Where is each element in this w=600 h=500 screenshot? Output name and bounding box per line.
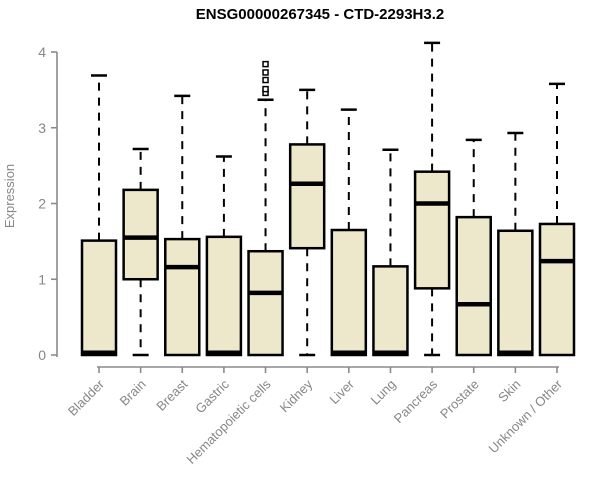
boxplot-gastric bbox=[205, 155, 243, 357]
boxplot-skin bbox=[497, 131, 534, 357]
box-iqr bbox=[497, 229, 534, 357]
y-tick-label: 2 bbox=[38, 196, 46, 212]
x-category-label: Gastric bbox=[192, 376, 232, 416]
boxplot-unknown-other bbox=[538, 82, 576, 357]
boxplot-kidney bbox=[288, 88, 326, 357]
boxplot-prostate bbox=[455, 138, 492, 357]
box-iqr bbox=[538, 222, 576, 357]
boxplot-breast bbox=[164, 94, 201, 357]
boxplot-liver bbox=[330, 108, 368, 357]
x-category-label: Breast bbox=[153, 376, 190, 413]
box-iqr bbox=[164, 237, 201, 357]
y-tick-label: 4 bbox=[38, 44, 46, 60]
x-category-label: Bladder bbox=[65, 376, 108, 419]
x-category-label: Pancreas bbox=[391, 376, 441, 426]
box-iqr bbox=[205, 235, 243, 357]
box-iqr bbox=[80, 239, 118, 357]
x-category-label: Lung bbox=[368, 377, 399, 408]
outlier-point bbox=[262, 60, 269, 68]
box-iqr bbox=[122, 188, 159, 281]
x-category-label: Kidney bbox=[277, 376, 316, 415]
boxplot-hematopoietic-cells bbox=[247, 60, 284, 357]
box-iqr bbox=[247, 249, 284, 357]
x-category-label: Skin bbox=[495, 377, 523, 405]
x-category-label: Prostate bbox=[437, 377, 482, 422]
chart-title: ENSG00000267345 - CTD-2293H3.2 bbox=[196, 6, 444, 23]
box-iqr bbox=[455, 215, 492, 357]
y-tick-label: 3 bbox=[38, 120, 46, 136]
boxplot-brain bbox=[122, 147, 159, 357]
outlier-point bbox=[262, 69, 269, 76]
boxplot-pancreas bbox=[413, 41, 451, 357]
box-iqr bbox=[330, 228, 368, 357]
boxplot-bladder bbox=[80, 74, 118, 357]
box-iqr bbox=[413, 170, 451, 290]
outlier-point bbox=[262, 85, 269, 93]
x-category-label: Liver bbox=[326, 376, 357, 407]
outlier-point bbox=[262, 76, 269, 84]
x-category-label: Unknown / Other bbox=[486, 376, 566, 456]
box-iqr bbox=[288, 143, 326, 250]
box-series bbox=[80, 41, 576, 357]
x-category-label: Brain bbox=[117, 377, 149, 409]
box-iqr bbox=[372, 265, 409, 357]
boxplot-lung bbox=[372, 148, 409, 357]
y-tick-label: 1 bbox=[38, 271, 46, 287]
y-tick-label: 0 bbox=[38, 347, 46, 363]
y-axis-label: Expression bbox=[2, 164, 17, 228]
